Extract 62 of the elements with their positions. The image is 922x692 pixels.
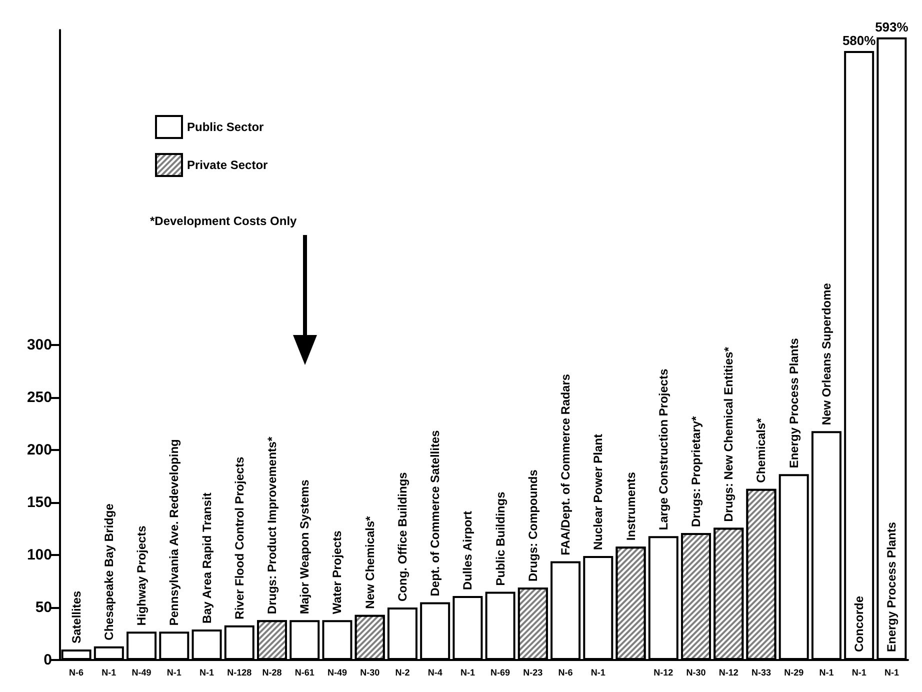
y-tick-label: 50 — [35, 599, 52, 616]
text: Concorde — [852, 596, 866, 652]
x-tick-label: N-1 — [460, 668, 475, 678]
x-tick-label: N-29 — [784, 668, 804, 678]
text: Water Projects — [330, 530, 344, 614]
legend-label: Public Sector — [187, 120, 264, 134]
x-tick-label: N-1 — [102, 668, 116, 678]
x-tick-label: N-30 — [686, 668, 706, 678]
text: Highway Projects — [134, 526, 149, 626]
text: Drugs: Proprietary* — [689, 416, 703, 527]
annotation: *Development Costs Only — [150, 214, 298, 228]
text: Energy Process Plants — [884, 522, 899, 652]
annotation: 580% — [842, 33, 876, 48]
x-tick-label: N-4 — [428, 668, 442, 678]
x-tick-label: N-61 — [294, 668, 314, 678]
text: Major Weapon Systems — [298, 480, 312, 614]
y-tick-label: 300 — [26, 336, 52, 354]
x-tick-label: N-33 — [751, 668, 771, 678]
text: Drugs: Product Improvements* — [265, 436, 279, 614]
text: Instruments — [624, 472, 638, 541]
text: Energy Process Plants — [786, 338, 801, 468]
text: New Chemicals* — [362, 516, 377, 609]
annotation: 593% — [875, 19, 909, 34]
text: Cong. Office Buildings — [395, 472, 410, 602]
text: FAA/Dept. of Commerce Radars — [558, 374, 573, 556]
x-tick-label: N-1 — [200, 668, 214, 678]
x-tick-label: N-12 — [718, 668, 738, 678]
y-tick-label: 200 — [26, 442, 52, 458]
text: Nuclear Power Plant — [591, 434, 606, 550]
x-tick-label: N-1 — [166, 668, 182, 678]
x-tick-label: N-30 — [360, 668, 380, 678]
y-tick-label: 100 — [26, 546, 52, 564]
text: Chemicals* — [754, 418, 768, 483]
x-tick-label: N-128 — [227, 668, 252, 678]
x-tick-label: N-1 — [819, 668, 834, 678]
x-tick-label: N-1 — [590, 668, 606, 678]
text: Chesapeake Bay Bridge — [102, 504, 116, 640]
text: Pennsylvania Ave. Redeveloping — [167, 439, 182, 626]
x-tick-label: N-23 — [523, 668, 543, 678]
text: Dulles Airport — [460, 511, 475, 590]
x-tick-label: N-1 — [852, 668, 866, 678]
text: New Orleans Superdome — [819, 283, 834, 426]
text: River Flood Control Projects — [232, 456, 246, 620]
x-tick-label: N-1 — [884, 668, 899, 678]
legend-label: Private Sector — [187, 158, 268, 172]
x-tick-label: N-6 — [558, 668, 573, 678]
x-tick-label: N-49 — [132, 668, 152, 678]
x-tick-label: N-12 — [654, 668, 674, 678]
x-tick-label: N-28 — [262, 668, 282, 678]
text: Drugs: Compounds — [526, 470, 540, 582]
y-tick-label: 150 — [26, 494, 52, 511]
text: Bay Area Rapid Transit — [200, 492, 214, 624]
x-tick-label: N-6 — [69, 668, 84, 678]
text: Dept. of Commerce Satellites — [428, 430, 442, 596]
y-tick-label: 250 — [26, 389, 52, 406]
text: Large Construction Projects — [656, 368, 670, 530]
x-tick-label: N-49 — [327, 668, 347, 678]
text: Satellites — [69, 590, 84, 644]
text: Drugs: New Chemical Entities* — [722, 346, 736, 522]
x-tick-label: N-2 — [395, 668, 410, 678]
x-tick-label: N-69 — [490, 668, 510, 678]
text: Public Buildings — [493, 492, 508, 586]
